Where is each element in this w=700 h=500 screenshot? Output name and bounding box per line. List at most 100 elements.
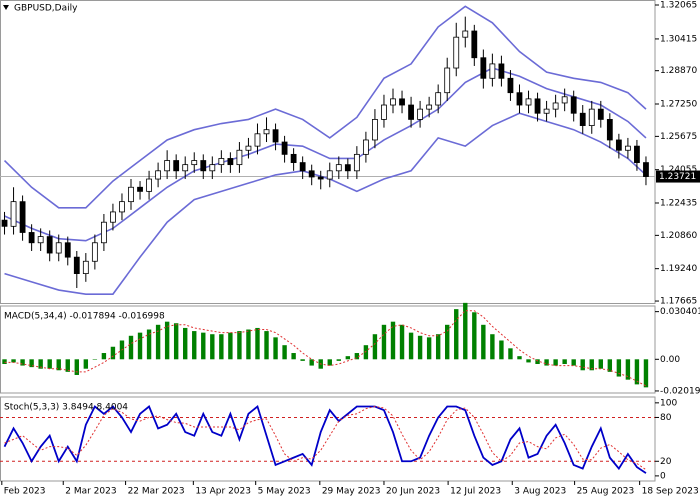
x-tick-label: Feb 2023: [4, 487, 46, 497]
candle-body: [281, 141, 288, 155]
candle-body: [82, 260, 89, 275]
y-tick-label: 1.17665: [660, 297, 697, 307]
candle-body: [290, 153, 297, 163]
candle-body: [37, 236, 44, 244]
macd-bar: [201, 332, 206, 360]
macd-bar: [417, 335, 423, 360]
x-tick-label: 25 Aug 2023: [577, 487, 635, 497]
macd-bar: [643, 359, 649, 388]
macd-bar: [273, 337, 278, 360]
stoch-main-line: [3, 404, 647, 474]
candle-body: [525, 98, 532, 106]
y-tick-label: 20: [660, 457, 672, 467]
macd-bar: [589, 359, 594, 371]
candle-body: [606, 119, 613, 141]
candle-body: [634, 145, 640, 163]
macd-bar: [155, 324, 161, 360]
macd-bar: [535, 359, 540, 364]
candle-body: [516, 92, 523, 106]
candle-body: [615, 139, 622, 151]
candle-body: [91, 242, 98, 262]
candle-body: [381, 104, 387, 120]
macd-bar: [38, 359, 43, 369]
macd-bar: [137, 332, 143, 360]
macd-bar: [463, 302, 468, 360]
candle-body: [308, 170, 315, 178]
candle-body: [317, 176, 324, 180]
macd-bar: [390, 321, 396, 360]
symbol-menu-arrow[interactable]: [3, 5, 9, 10]
macd-bar: [173, 323, 179, 360]
candle-body: [453, 36, 460, 69]
candle-body: [489, 63, 496, 79]
macd-bar: [291, 353, 296, 360]
candle-body: [200, 160, 207, 172]
stoch-signal-line: [4, 405, 647, 471]
macd-bar: [616, 359, 622, 377]
candle-body: [643, 162, 649, 177]
candle-body: [19, 201, 26, 233]
macd-bar: [499, 340, 504, 360]
candle-body: [570, 96, 577, 114]
macd-bar: [562, 359, 567, 364]
candle-body: [552, 102, 559, 110]
candle-body: [146, 178, 152, 192]
x-tick-label: 2 Mar 2023: [65, 487, 116, 497]
y-tick-label: -0.020194: [660, 386, 700, 396]
macd-bar: [372, 334, 378, 360]
candle-body: [263, 129, 270, 135]
macd-bar: [228, 332, 233, 360]
candle-body: [471, 30, 478, 59]
candle-body: [588, 108, 595, 126]
candle-body: [543, 108, 550, 114]
candle-body: [155, 170, 162, 180]
macd-bar: [11, 359, 16, 363]
stoch-panel-frame: [0, 396, 656, 482]
y-tick-label: 0.030401: [660, 307, 700, 317]
candle-body: [362, 139, 369, 155]
macd-bar: [399, 324, 405, 360]
x-tick-label: 22 Mar 2023: [128, 487, 185, 497]
macd-bar: [101, 353, 107, 360]
macd-bar: [526, 359, 531, 363]
macd-bar: [598, 359, 603, 369]
candle-body: [408, 104, 414, 120]
macd-bar: [192, 331, 197, 360]
macd-bar: [327, 359, 332, 366]
x-tick-label: 5 May 2023: [258, 487, 311, 497]
macd-bar: [607, 359, 613, 372]
macd-bar: [472, 312, 477, 360]
candle-body: [480, 57, 487, 79]
macd-bar: [246, 329, 251, 360]
candle-body: [326, 170, 333, 180]
macd-bar: [20, 359, 25, 366]
y-tick-label: 1.25675: [660, 132, 697, 142]
candle-body: [191, 160, 198, 166]
candle-body: [624, 145, 631, 151]
macd-bar: [219, 334, 224, 360]
candle-body: [218, 158, 225, 166]
candle-body: [227, 158, 234, 166]
macd-bar: [110, 346, 116, 360]
macd-bar: [354, 353, 360, 360]
macd-bar: [435, 334, 441, 360]
candle-body: [128, 186, 134, 203]
panel-title: GBPUSD,Daily: [14, 4, 78, 14]
candle-body: [344, 164, 351, 172]
candle-body: [110, 211, 116, 223]
y-tick-label: 0.00: [660, 355, 680, 365]
macd-bar: [508, 348, 513, 360]
candle-body: [100, 221, 107, 244]
candle-body: [579, 112, 586, 126]
candle-body: [335, 164, 342, 172]
panel-title: MACD(5,34,4) -0.017894 -0.016998: [4, 312, 165, 322]
candle-body: [561, 96, 568, 104]
macd-bar: [571, 359, 576, 366]
macd-bar: [146, 329, 152, 360]
candle-body: [462, 30, 469, 38]
y-tick-label: 1.24055: [660, 165, 697, 175]
candle-body: [353, 153, 360, 172]
x-tick-label: 20 Jun 2023: [386, 487, 440, 497]
candle-body: [46, 236, 53, 254]
